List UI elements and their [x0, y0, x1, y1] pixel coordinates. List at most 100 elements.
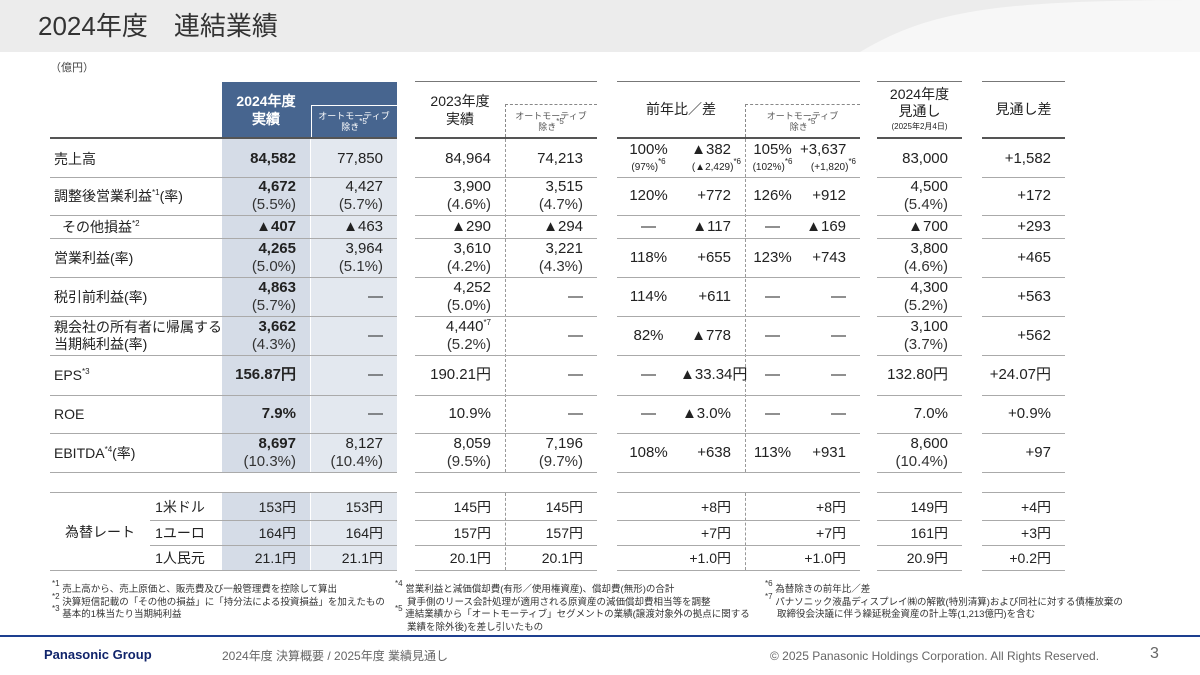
- cell: 145円: [453, 498, 491, 515]
- footer-rule: [0, 635, 1200, 637]
- cell: +912: [812, 187, 846, 204]
- row-label: 当期純利益(率): [54, 336, 148, 352]
- sub-header-box: [505, 104, 597, 137]
- highlight-column: [311, 493, 397, 570]
- cell: —: [765, 287, 780, 305]
- cell: 4,500: [910, 178, 948, 195]
- cell: 3,610: [453, 239, 491, 257]
- row-rule: [415, 545, 597, 546]
- highlight-column: [311, 137, 397, 472]
- row-rule: [50, 472, 397, 473]
- cell: (5.7%): [338, 196, 383, 213]
- highlight-column: [222, 137, 310, 472]
- cell: (9.7%): [538, 452, 583, 470]
- footnote: 業績を除外後)を差し引いたもの: [407, 621, 544, 633]
- cell: (4.6%): [446, 196, 491, 213]
- cell: ▲382: [691, 140, 731, 158]
- footnote: *2 決算短信記載の「その他の損益」に「持分法による投資損益」を加えたもの: [52, 591, 385, 608]
- cell: (4.7%): [538, 196, 583, 213]
- cell: +1.0円: [804, 549, 846, 566]
- cell: +8円: [701, 498, 731, 515]
- cell: 114%: [629, 287, 668, 305]
- cell: (5.4%): [903, 196, 948, 213]
- cell: 149円: [910, 498, 948, 515]
- row-rule: [877, 177, 962, 178]
- fx-row-label: 1ユーロ: [155, 524, 205, 541]
- cell: 84,964: [445, 149, 491, 167]
- cell: +772: [697, 187, 731, 204]
- row-rule: [617, 545, 860, 546]
- cell: (5.7%): [251, 296, 296, 314]
- cell: 8,127: [345, 434, 383, 452]
- cell: 4,265: [258, 239, 296, 257]
- cell: 105%: [753, 140, 792, 158]
- row-rule: [877, 492, 962, 493]
- cell: 21.1円: [341, 549, 383, 566]
- cell: (5.0%): [251, 257, 296, 275]
- row-rule: [617, 355, 860, 356]
- column-header: 2023年度: [430, 93, 490, 109]
- footnote: *6 為替除きの前年比／差: [765, 579, 871, 596]
- cell: —: [765, 217, 780, 235]
- cell: —: [368, 326, 383, 344]
- row-rule: [617, 520, 860, 521]
- row-rule: [877, 355, 962, 356]
- row-rule: [877, 277, 962, 278]
- cell: ▲407: [256, 217, 296, 235]
- row-rule: [415, 492, 597, 493]
- cell: 82%: [633, 326, 664, 344]
- footnote: *3 基本的1株当たり当期純利益: [52, 604, 182, 621]
- header-rule: [617, 137, 860, 139]
- header-rule: [982, 81, 1065, 82]
- row-rule: [982, 316, 1065, 317]
- cell: 3,515: [545, 178, 583, 195]
- page-number: 3: [1150, 645, 1159, 662]
- cell: 118%: [629, 248, 668, 266]
- row-rule: [415, 395, 597, 396]
- column-header: 実績: [446, 111, 474, 127]
- cell: 113%: [753, 443, 792, 461]
- cell: 100%: [629, 140, 668, 158]
- cell: —: [831, 405, 846, 422]
- column-divider: [505, 493, 507, 570]
- cell: —: [641, 405, 656, 422]
- row-rule: [982, 177, 1065, 178]
- row-label: EPS*3: [54, 367, 90, 383]
- cell: —: [641, 217, 656, 235]
- cell: —: [568, 326, 583, 344]
- column-header: 除き*5: [789, 117, 816, 133]
- column-header: 前年比／差: [646, 101, 716, 117]
- row-rule: [617, 177, 860, 178]
- fx-row-label: 1人民元: [155, 549, 205, 566]
- cell: +7円: [701, 524, 731, 541]
- cell: (5.1%): [338, 257, 383, 275]
- column-header: 実績: [252, 111, 280, 127]
- cell: +4円: [1021, 498, 1051, 515]
- cell: 3,221: [545, 239, 583, 257]
- cell: ▲290: [451, 217, 491, 235]
- cell: —: [831, 326, 846, 344]
- cell: +562: [1017, 326, 1051, 344]
- row-rule: [617, 472, 860, 473]
- row-label: ROE: [54, 406, 85, 422]
- cell: (97%)*6: [631, 157, 666, 174]
- cell: 132.80円: [887, 366, 948, 383]
- row-label: 親会社の所有者に帰属する: [54, 319, 222, 335]
- cell: —: [765, 405, 780, 422]
- column-divider: [505, 139, 507, 472]
- column-header: オートモーティブ: [318, 111, 390, 121]
- cell: +465: [1017, 248, 1051, 266]
- cell: (5.5%): [251, 196, 296, 213]
- cell: —: [765, 326, 780, 344]
- cell: ▲463: [343, 217, 383, 235]
- row-label: その他損益*2: [62, 218, 140, 235]
- cell: 126%: [753, 187, 792, 204]
- cell: ▲33.34円: [680, 366, 748, 383]
- cell: (5.0%): [446, 296, 491, 314]
- cell: +3,637: [800, 140, 847, 158]
- cell: +563: [1017, 287, 1051, 305]
- row-rule: [50, 395, 397, 396]
- cell: 153円: [258, 498, 296, 515]
- cell: +8円: [816, 498, 846, 515]
- cell: (4.6%): [903, 257, 948, 275]
